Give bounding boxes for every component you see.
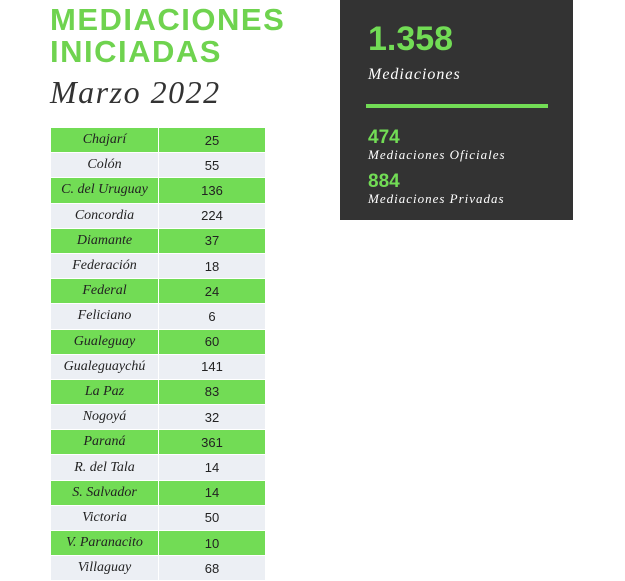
department-name: La Paz (50, 378, 159, 406)
summary-box: 1.358 Mediaciones 474 Mediaciones Oficia… (340, 0, 573, 220)
mediation-count: 60 (158, 328, 266, 355)
official-label: Mediaciones Oficiales (368, 147, 506, 162)
department-name: Federal (50, 278, 159, 305)
mediation-count: 136 (158, 177, 266, 204)
table-row: Paraná 361 (50, 429, 266, 456)
department-name: Victoria (50, 504, 159, 532)
table-row: Gualeguay 60 (50, 328, 266, 355)
table-row: R. del Tala 14 (50, 454, 266, 481)
mediation-count: 24 (158, 278, 266, 305)
department-name: V. Paranacito (50, 529, 159, 557)
title-line: MEDIACIONES (50, 2, 286, 37)
mediation-count: 224 (158, 202, 266, 229)
mediation-count: 83 (158, 378, 266, 406)
mediation-count: 55 (158, 152, 266, 179)
department-name: Gualeguaychú (50, 353, 159, 380)
mediation-count: 68 (158, 555, 266, 581)
department-name: C. del Uruguay (50, 177, 159, 204)
total-value: 1.358 (368, 20, 454, 58)
title-line: INICIADAS (50, 34, 222, 69)
department-name: Federación (50, 252, 159, 280)
official-value: 474 (368, 127, 400, 148)
private-value: 884 (368, 171, 400, 192)
table-row: Nogoyá 32 (50, 404, 266, 431)
table-row: Concordia 224 (50, 202, 266, 229)
table-row: S. Salvador 14 (50, 479, 266, 506)
department-name: Concordia (50, 202, 159, 229)
mediation-count: 25 (158, 126, 266, 154)
mediation-count: 10 (158, 529, 266, 557)
mediation-count: 50 (158, 504, 266, 532)
department-name: Feliciano (50, 303, 159, 330)
table-row: Feliciano 6 (50, 303, 266, 330)
mediation-count: 361 (158, 429, 266, 456)
department-name: Nogoyá (50, 404, 159, 431)
table-row: Victoria 50 (50, 504, 266, 532)
private-label: Mediaciones Privadas (368, 191, 505, 206)
department-name: Villaguay (50, 555, 159, 581)
table-row: Villaguay 68 (50, 555, 266, 581)
mediation-count: 32 (158, 404, 266, 431)
mediation-count: 6 (158, 303, 266, 330)
mediation-count: 37 (158, 227, 266, 254)
subtitle: Marzo 2022 (50, 74, 221, 110)
table-row: V. Paranacito 10 (50, 529, 266, 557)
table-row: La Paz 83 (50, 378, 266, 406)
department-name: R. del Tala (50, 454, 159, 481)
mediation-count: 14 (158, 454, 266, 481)
table-row: Gualeguaychú 141 (50, 353, 266, 380)
mediation-count: 18 (158, 252, 266, 280)
table-row: Diamante 37 (50, 227, 266, 254)
mediation-count: 141 (158, 353, 266, 380)
total-label: Mediaciones (368, 66, 461, 83)
department-name: Paraná (50, 429, 159, 456)
table-row: C. del Uruguay 136 (50, 177, 266, 204)
mediation-count: 14 (158, 479, 266, 506)
department-name: Chajarí (50, 126, 159, 154)
department-name: Diamante (50, 227, 159, 254)
department-name: Colón (50, 152, 159, 179)
table-row: Colón 55 (50, 152, 266, 179)
table-row: Chajarí 25 (50, 126, 266, 154)
department-name: Gualeguay (50, 328, 159, 355)
divider (366, 104, 548, 108)
table: Chajarí 25 Colón 55 C. del Uruguay 136 Concord… (50, 126, 266, 581)
table-row: Federal 24 (50, 278, 266, 305)
table-row: Federación 18 (50, 252, 266, 280)
department-name: S. Salvador (50, 479, 159, 506)
